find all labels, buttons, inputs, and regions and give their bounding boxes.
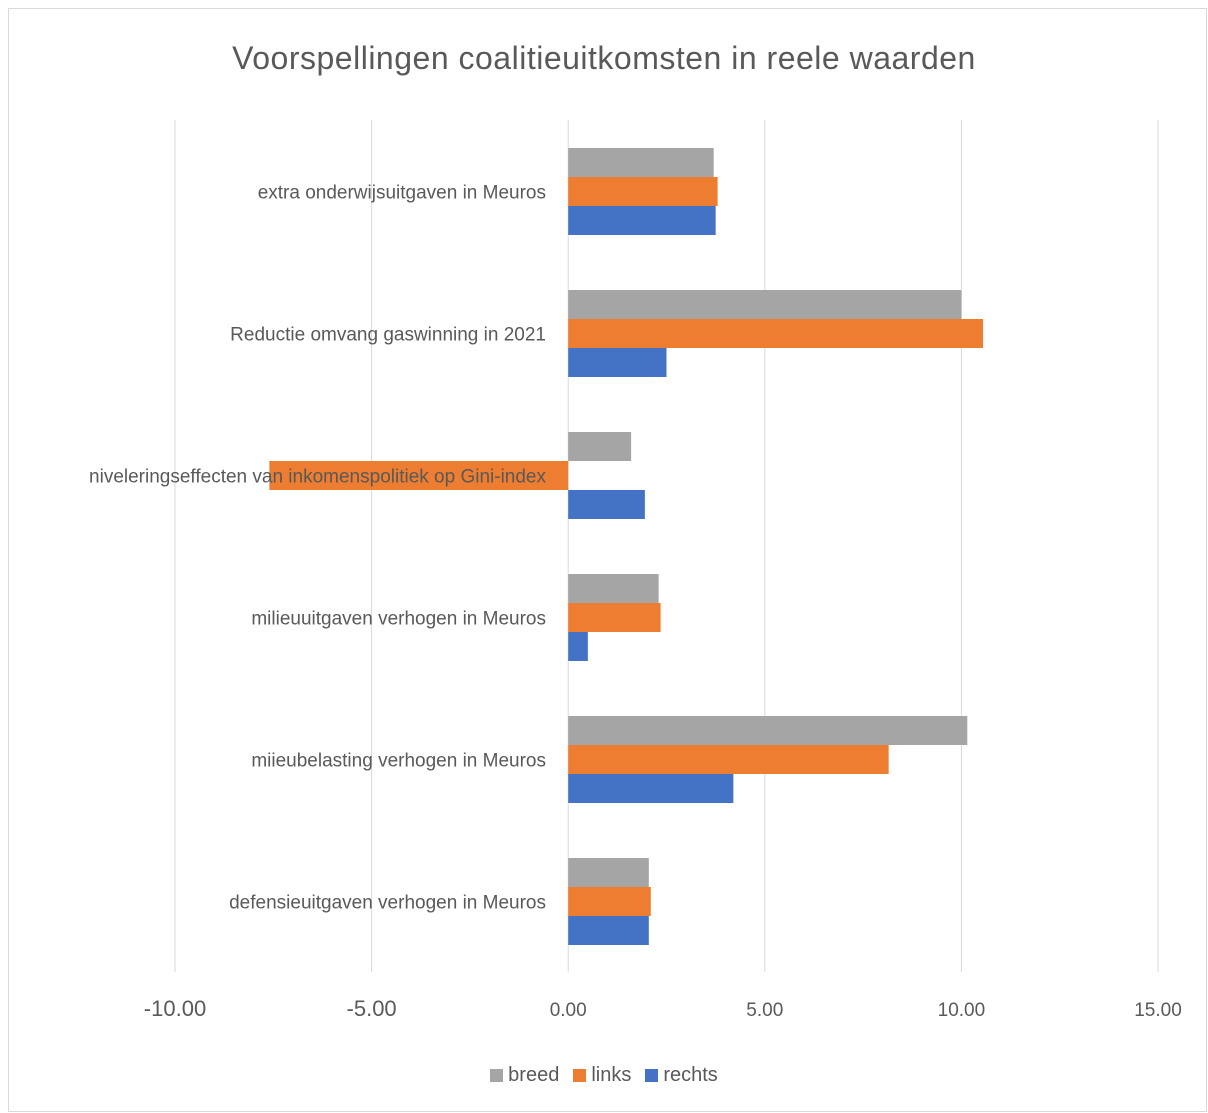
x-tick-label: -10.00 — [144, 996, 206, 1021]
x-tick-label: 10.00 — [938, 1000, 986, 1021]
bar-rechts — [568, 206, 716, 235]
legend-label: breed — [508, 1064, 560, 1086]
bar-breed — [568, 290, 962, 319]
category-label: defensieuitgaven verhogen in Meuros — [229, 893, 546, 914]
legend-item-breed: breed — [490, 1064, 559, 1087]
legend-label: links — [591, 1064, 632, 1086]
x-tick-label: -5.00 — [347, 996, 397, 1021]
legend-swatch — [573, 1069, 587, 1082]
chart-title: Voorspellingen coalitieuitkomsten in ree… — [232, 40, 976, 76]
category-label: milieuuitgaven verhogen in Meuros — [251, 609, 546, 630]
bar-rechts — [568, 490, 645, 519]
bar-breed — [568, 716, 968, 745]
bar-breed — [568, 432, 632, 461]
category-label: extra onderwijsuitgaven in Meuros — [258, 183, 546, 204]
category-label: miieubelasting verhogen in Meuros — [251, 751, 546, 772]
chart-legend: breed links rechts — [0, 1064, 1208, 1087]
legend-item-links: links — [573, 1064, 631, 1087]
bar-links — [568, 319, 984, 348]
x-tick-label: 0.00 — [550, 1000, 587, 1021]
category-label: niveleringseffecten van inkomenspolitiek… — [89, 467, 546, 488]
bar-rechts — [568, 774, 734, 803]
bar-breed — [568, 858, 649, 887]
bar-rechts — [568, 632, 588, 661]
category-label: Reductie omvang gaswinning in 2021 — [230, 325, 546, 346]
bar-links — [568, 177, 718, 206]
x-tick-label: 5.00 — [746, 1000, 783, 1021]
bar-links — [568, 745, 889, 774]
bar-breed — [568, 574, 659, 603]
bar-breed — [568, 148, 714, 177]
bar-links — [568, 887, 651, 916]
bar-rechts — [568, 348, 667, 377]
bar-links — [269, 461, 569, 490]
bar-links — [568, 603, 661, 632]
legend-swatch — [490, 1069, 504, 1082]
legend-item-rechts: rechts — [645, 1064, 718, 1087]
legend-swatch — [645, 1069, 659, 1082]
bar-rechts — [568, 916, 649, 945]
legend-label: rechts — [663, 1064, 718, 1086]
x-tick-label: 15.00 — [1134, 1000, 1182, 1021]
